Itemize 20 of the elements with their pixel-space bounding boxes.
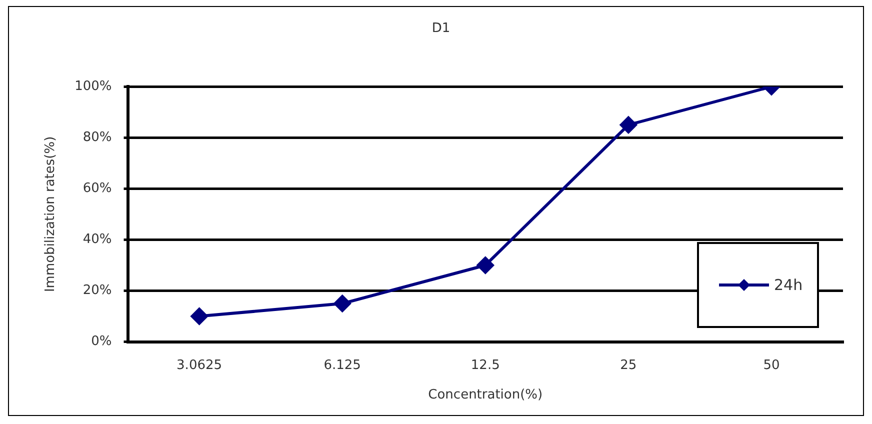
y-tick-label: 40% [82,232,112,248]
point [620,116,637,134]
point [190,308,208,325]
x-tick-label: 6.125 [324,358,361,373]
x-tick-label: 50 [763,358,780,373]
y-tick-label: 100% [74,78,112,94]
y-axis-title: Immobilization rates(%) [43,136,58,292]
x-tick-label: 12.5 [470,358,500,373]
legend-box: 24h [697,242,819,328]
x-tick-label: 25 [620,358,637,373]
y-tick-label: 20% [82,283,112,298]
x-tick-label: 3.0625 [176,358,222,373]
chart-title: D1 [432,21,450,36]
point [334,295,351,312]
legend-label: 24h [774,276,803,294]
y-tick-label: 0% [91,334,112,350]
point [476,256,494,274]
y-tick-label: 60% [82,181,112,196]
x-axis-title: Concentration(%) [428,388,543,403]
y-tick-label: 80% [82,130,112,146]
